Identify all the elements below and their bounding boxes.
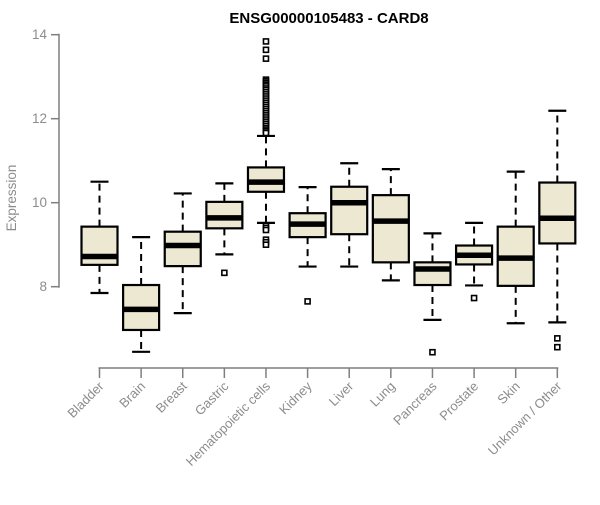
y-tick-label: 12: [32, 111, 47, 126]
iqr-box: [538, 181, 577, 245]
outlier-point: [554, 335, 561, 342]
box-group-lung: [371, 168, 410, 282]
outlier-point: [262, 129, 270, 137]
x-tick-label: Breast: [153, 378, 190, 415]
outlier-point: [262, 226, 270, 234]
outlier-point: [262, 38, 270, 45]
box-group-breast: [163, 192, 202, 315]
x-tick-label: Pancreas: [390, 378, 440, 428]
outlier-point: [429, 348, 436, 356]
box-group-gastric: [205, 182, 244, 277]
outlier-point: [470, 294, 478, 302]
x-tick-label: Kidney: [276, 378, 315, 417]
y-tick-label: 14: [32, 27, 48, 42]
outlier-point: [221, 269, 228, 277]
outlier-point: [262, 46, 270, 54]
y-tick-label: 10: [32, 195, 47, 210]
box-group-pancreas: [413, 232, 452, 356]
box-group-prostate: [454, 221, 494, 302]
y-axis-label: Expression: [4, 165, 19, 232]
iqr-box: [330, 185, 369, 236]
box-group-kidney: [288, 186, 327, 305]
box-group-bladder: [80, 180, 119, 295]
chart-title: ENSG00000105483 - CARD8: [229, 10, 428, 27]
outlier-point: [262, 55, 270, 62]
outlier-point: [262, 241, 270, 248]
box-group-liver: [330, 162, 369, 268]
iqr-box: [163, 230, 202, 268]
outlier-point: [304, 298, 311, 305]
x-tick-label: Skin: [494, 379, 522, 407]
iqr-box: [371, 194, 410, 264]
box-group-brain: [122, 236, 161, 353]
x-tick-label: Brain: [116, 379, 148, 411]
y-tick-label: 8: [39, 279, 47, 294]
x-tick-label: Lung: [367, 379, 398, 410]
outlier-point: [554, 343, 561, 351]
box-group-unknown-other: [538, 109, 577, 351]
y-axis: 8 10 12 14: [32, 27, 60, 294]
boxes-layer: [80, 38, 577, 356]
x-tick-label: Liver: [326, 378, 357, 409]
x-tick-label: Unknown / Other: [485, 378, 565, 458]
x-tick-label: Gastric: [192, 378, 232, 418]
x-tick-label: Bladder: [64, 378, 107, 421]
x-tick-label: Prostate: [436, 379, 481, 424]
box-group-hematopoietic-cells: [246, 38, 286, 248]
box-group-skin: [496, 170, 535, 325]
iqr-box: [413, 261, 452, 287]
